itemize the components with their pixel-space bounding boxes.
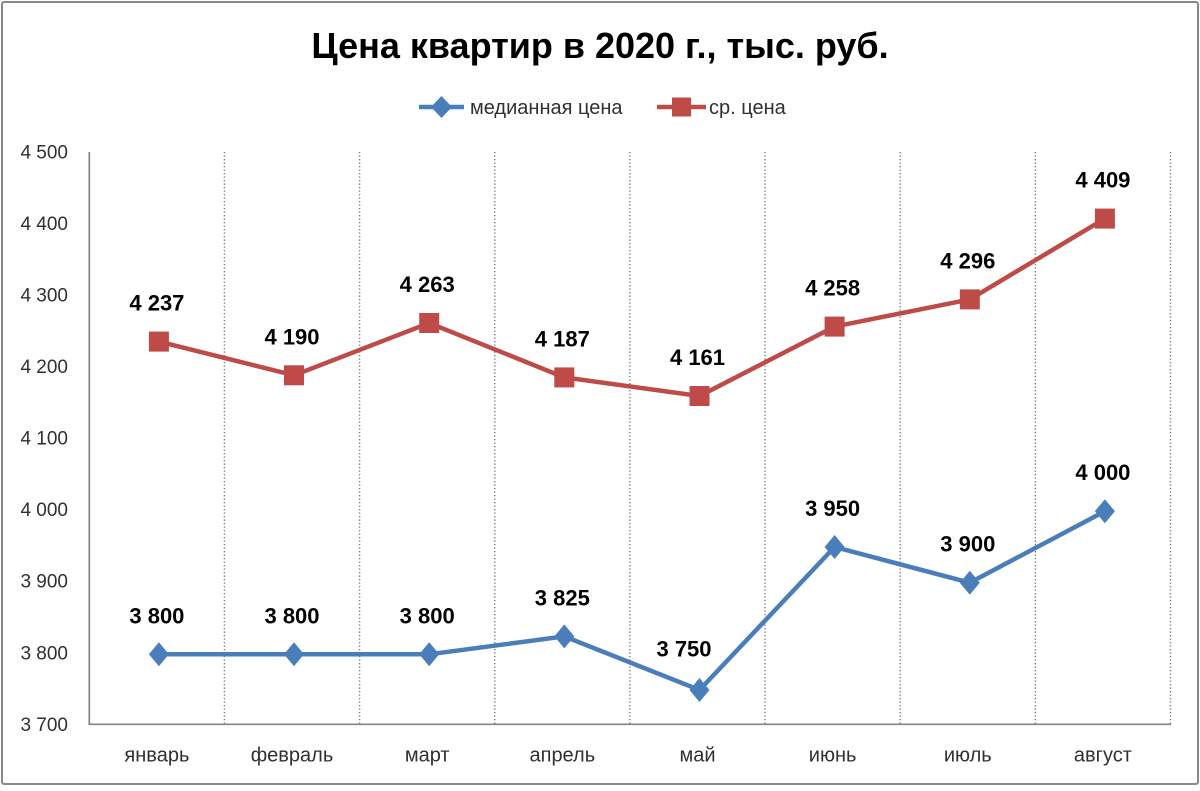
svg-text:3 825: 3 825 bbox=[535, 585, 590, 610]
svg-text:август: август bbox=[1074, 745, 1132, 767]
svg-text:3 800: 3 800 bbox=[129, 603, 184, 628]
svg-text:4 500: 4 500 bbox=[20, 143, 68, 164]
svg-text:3 700: 3 700 bbox=[20, 715, 68, 736]
svg-text:июль: июль bbox=[944, 745, 992, 767]
svg-text:январь: январь bbox=[124, 745, 189, 767]
svg-text:3 800: 3 800 bbox=[264, 603, 319, 628]
svg-text:апрель: апрель bbox=[529, 745, 595, 767]
svg-text:3 950: 3 950 bbox=[805, 496, 860, 521]
svg-text:медианная цена: медианная цена bbox=[470, 97, 623, 119]
svg-text:4 000: 4 000 bbox=[20, 500, 68, 521]
svg-text:3 900: 3 900 bbox=[940, 532, 995, 557]
svg-text:4 100: 4 100 bbox=[20, 429, 68, 450]
svg-text:4 000: 4 000 bbox=[1075, 460, 1130, 485]
svg-text:4 200: 4 200 bbox=[20, 357, 68, 378]
svg-text:4 263: 4 263 bbox=[400, 272, 455, 297]
svg-text:февраль: февраль bbox=[251, 745, 334, 767]
svg-text:Цена квартир в 2020 г., тыс. р: Цена квартир в 2020 г., тыс. руб. bbox=[311, 25, 888, 66]
svg-text:4 237: 4 237 bbox=[129, 291, 184, 316]
svg-text:4 400: 4 400 bbox=[20, 214, 68, 235]
svg-text:4 409: 4 409 bbox=[1075, 168, 1130, 193]
svg-text:4 300: 4 300 bbox=[20, 286, 68, 307]
svg-text:4 161: 4 161 bbox=[670, 345, 725, 370]
svg-text:июнь: июнь bbox=[809, 745, 857, 767]
svg-text:май: май bbox=[679, 745, 715, 767]
svg-text:3 750: 3 750 bbox=[656, 637, 711, 662]
svg-text:3 800: 3 800 bbox=[400, 603, 455, 628]
svg-text:4 187: 4 187 bbox=[535, 326, 590, 351]
svg-text:ср. цена: ср. цена bbox=[709, 97, 787, 119]
svg-text:3 900: 3 900 bbox=[20, 572, 68, 593]
svg-text:4 190: 4 190 bbox=[264, 324, 319, 349]
svg-text:3 800: 3 800 bbox=[20, 643, 68, 664]
svg-text:4 296: 4 296 bbox=[940, 248, 995, 273]
svg-text:март: март bbox=[405, 745, 450, 767]
svg-text:4 258: 4 258 bbox=[805, 276, 860, 301]
